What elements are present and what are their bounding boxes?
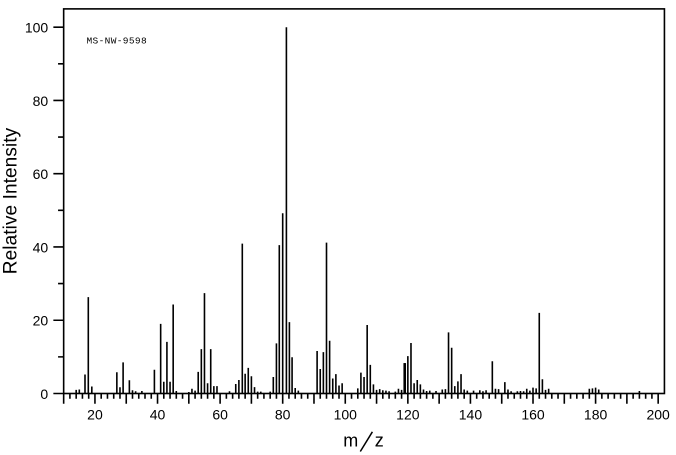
svg-text:60: 60 — [212, 406, 228, 422]
svg-text:60: 60 — [33, 166, 49, 182]
svg-text:200: 200 — [646, 406, 670, 422]
svg-text:40: 40 — [33, 239, 49, 255]
svg-text:Relative Intensity: Relative Intensity — [1, 127, 22, 274]
svg-text:120: 120 — [396, 406, 420, 422]
svg-text:40: 40 — [150, 406, 166, 422]
svg-text:140: 140 — [459, 406, 483, 422]
svg-text:80: 80 — [33, 93, 49, 109]
svg-text:160: 160 — [521, 406, 545, 422]
svg-text:180: 180 — [584, 406, 608, 422]
svg-text:20: 20 — [87, 406, 103, 422]
svg-text:0: 0 — [40, 386, 48, 402]
svg-text:z: z — [375, 431, 384, 451]
svg-text:MS-NW-9598: MS-NW-9598 — [87, 35, 148, 46]
svg-text:20: 20 — [33, 313, 49, 329]
svg-text:m: m — [343, 431, 358, 451]
svg-text:80: 80 — [275, 406, 291, 422]
svg-text:100: 100 — [334, 406, 358, 422]
svg-text:100: 100 — [25, 20, 49, 36]
